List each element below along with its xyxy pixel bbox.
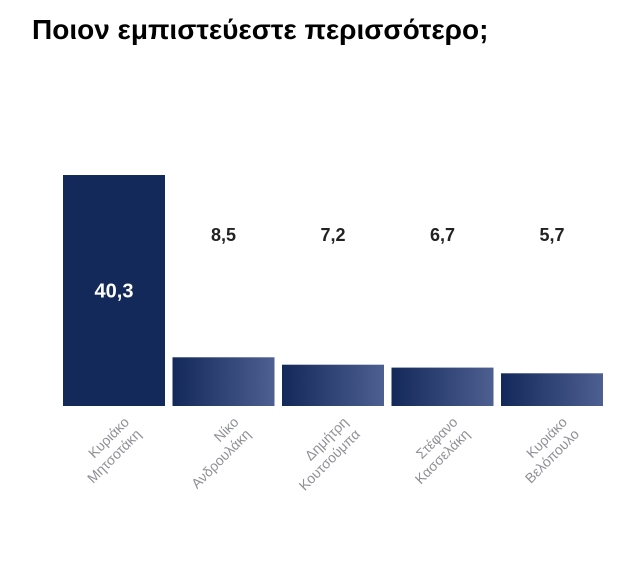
value-label-1: 8,5 bbox=[211, 225, 236, 245]
bar-4 bbox=[501, 373, 603, 406]
category-label-3: ΣτέφανοΚασσελάκη bbox=[399, 414, 472, 487]
value-label-0: 40,3 bbox=[95, 281, 134, 303]
value-label-4: 5,7 bbox=[539, 225, 564, 245]
category-label-4: ΚυριάκοΒελόπουλο bbox=[510, 414, 583, 487]
bar-1 bbox=[172, 357, 275, 406]
value-labels-layer: 40,3 8,5 7,2 6,7 5,7 bbox=[95, 225, 565, 303]
category-label-0: ΚυριάκοΜητσοτάκη bbox=[72, 414, 144, 486]
bar-0 bbox=[63, 175, 165, 406]
bar-3 bbox=[391, 367, 494, 406]
value-label-2: 7,2 bbox=[320, 225, 345, 245]
category-label-1: ΝίκοΑνδρουλάκη bbox=[176, 414, 254, 492]
category-labels-layer: ΚυριάκοΜητσοτάκη ΝίκοΑνδρουλάκη ΔημήτρηΚου… bbox=[72, 414, 583, 494]
chart-title: Ποιον εμπιστεύεστε περισσότερο; bbox=[32, 14, 489, 45]
category-label-2: ΔημήτρηΚουτσούμπα bbox=[283, 414, 363, 494]
bars-layer bbox=[63, 175, 603, 406]
value-label-3: 6,7 bbox=[430, 225, 455, 245]
bar-2 bbox=[282, 364, 384, 406]
